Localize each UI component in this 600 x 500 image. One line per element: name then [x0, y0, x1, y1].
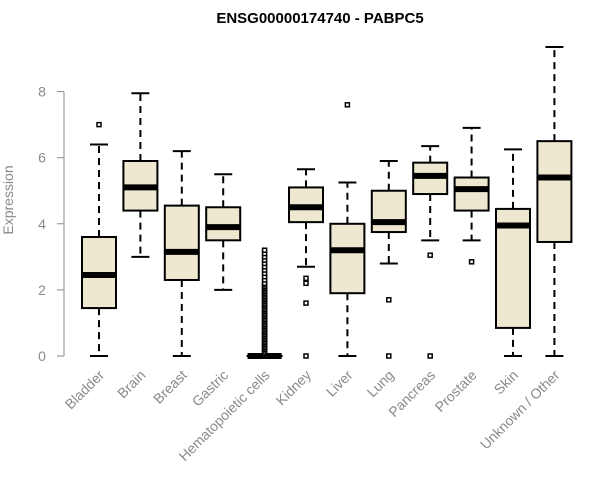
y-tick-label: 8: [38, 84, 46, 100]
x-tick-label: Brain: [114, 367, 148, 401]
y-axis: 0 2 4 6 8: [38, 84, 65, 364]
box-iqr: [495, 207, 531, 329]
outlier-point: [427, 353, 433, 359]
box-iqr: [536, 140, 573, 243]
outlier-point: [344, 102, 351, 108]
x-tick-label: Unknown / Other: [477, 367, 563, 453]
x-tick-label: Breast: [150, 367, 190, 407]
box-group: [412, 145, 449, 359]
y-tick-label: 2: [38, 282, 46, 298]
outlier-point: [303, 280, 309, 287]
x-tick-label: Prostate: [432, 367, 480, 415]
box-group: [329, 102, 366, 357]
x-tick-label: Liver: [323, 367, 356, 400]
outlier-point: [386, 297, 392, 303]
chart-title: ENSG00000174740 - PABPC5: [216, 10, 423, 27]
outlier-point: [303, 275, 309, 282]
box-iqr: [453, 176, 490, 212]
y-axis-label: Expression: [0, 165, 16, 234]
outlier-point: [468, 259, 475, 265]
y-tick-label: 4: [38, 216, 46, 232]
box-group: [205, 173, 242, 291]
x-tick-label: Bladder: [62, 367, 108, 413]
box-group: [495, 148, 531, 357]
box-group: [288, 168, 324, 359]
box-iqr: [370, 189, 407, 234]
outlier-point: [96, 121, 102, 128]
x-tick-label: Lung: [364, 367, 397, 400]
x-tick-label: Kidney: [273, 367, 315, 409]
box-group: [536, 45, 573, 357]
box-group: [246, 247, 283, 359]
outlier-point: [303, 353, 309, 359]
box-iqr: [205, 206, 242, 242]
box-group: [370, 159, 407, 359]
box-iqr: [163, 204, 200, 281]
y-tick-label: 0: [38, 348, 46, 364]
box-iqr: [329, 222, 366, 295]
boxes-layer: [81, 45, 573, 359]
outlier-point: [303, 300, 309, 306]
y-tick-label: 6: [38, 150, 46, 166]
outlier-point: [386, 353, 392, 359]
box-group: [163, 150, 200, 357]
x-tick-label: Skin: [491, 367, 522, 398]
outlier-point: [427, 252, 433, 258]
box-group: [81, 121, 117, 357]
box-group: [453, 126, 490, 265]
box-group: [122, 92, 159, 258]
outlier-point: [261, 247, 268, 253]
